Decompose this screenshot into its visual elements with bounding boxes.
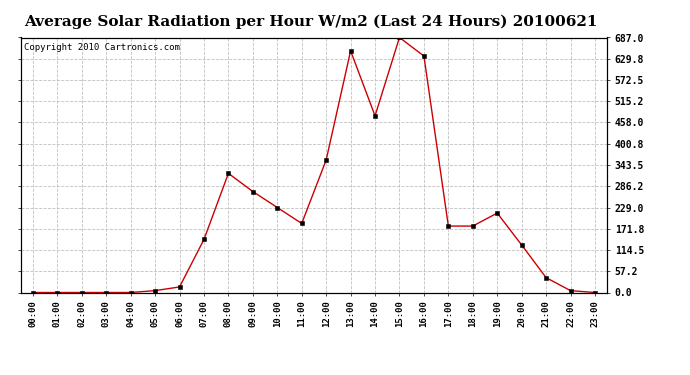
Text: Copyright 2010 Cartronics.com: Copyright 2010 Cartronics.com — [23, 43, 179, 52]
Text: Average Solar Radiation per Hour W/m2 (Last 24 Hours) 20100621: Average Solar Radiation per Hour W/m2 (L… — [23, 15, 598, 29]
